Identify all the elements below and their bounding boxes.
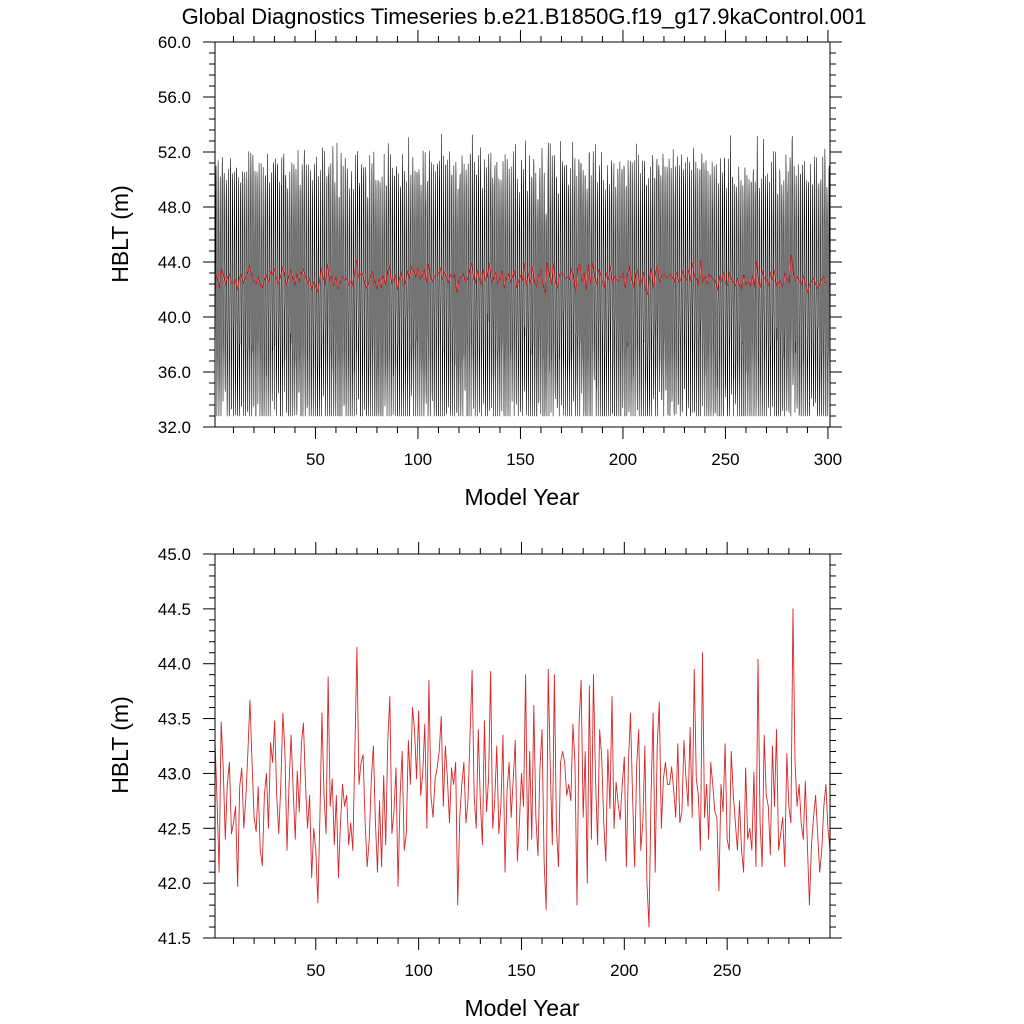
top-y-axis-label: HBLT (m)	[107, 185, 133, 283]
bottom-xtick-label: 200	[610, 961, 638, 980]
top-xtick-label: 200	[609, 450, 637, 469]
bottom-frame	[214, 553, 831, 939]
figure-title: Global Diagnostics Timeseries b.e21.B185…	[182, 4, 867, 29]
bottom-ytick-label: 43.0	[158, 764, 191, 783]
bottom-plot-area	[214, 608, 831, 928]
bottom-y-axis-label: HBLT (m)	[107, 696, 133, 794]
top-axes: 32.0 36.0 40.0 44.0 48.0 52.0 56.0 60.0 50 100 150…	[158, 30, 842, 469]
bottom-ytick-label: 42.0	[158, 874, 191, 893]
top-ytick-label: 36.0	[158, 363, 191, 382]
top-annual-mean-series-line	[214, 255, 829, 296]
top-ytick-label: 48.0	[158, 198, 191, 217]
top-ytick-label: 56.0	[158, 88, 191, 107]
top-ytick-label: 40.0	[158, 308, 191, 327]
bottom-xtick-label: 100	[404, 961, 432, 980]
bottom-ytick-label: 43.5	[158, 710, 191, 729]
top-ytick-label: 44.0	[158, 253, 191, 272]
top-xtick-label: 150	[506, 450, 534, 469]
bottom-xtick-label: 150	[507, 961, 535, 980]
top-x-axis-label: Model Year	[464, 484, 579, 510]
bottom-x-axis-label: Model Year	[464, 995, 579, 1021]
bottom-xtick-label: 250	[713, 961, 741, 980]
top-ytick-label: 32.0	[158, 418, 191, 437]
top-ytick-label: 60.0	[158, 33, 191, 52]
bottom-ytick-label: 44.5	[158, 600, 191, 619]
bottom-ytick-label: 42.5	[158, 819, 191, 838]
bottom-ytick-label: 45.0	[158, 545, 191, 564]
bottom-xtick-label: 50	[306, 961, 325, 980]
top-xtick-label: 50	[306, 450, 325, 469]
top-xtick-label: 100	[404, 450, 432, 469]
top-xtick-label: 250	[711, 450, 739, 469]
bottom-panel: 41.5 42.0 42.5 43.0 43.5 44.0 44.5 45.0 50 100 150…	[107, 542, 842, 1021]
top-plot-area	[214, 133, 831, 417]
top-frame	[214, 41, 831, 428]
bottom-ytick-label: 44.0	[158, 655, 191, 674]
bottom-ytick-label: 41.5	[158, 929, 191, 948]
top-ytick-label: 52.0	[158, 143, 191, 162]
top-monthly-series-line	[214, 133, 831, 417]
top-xtick-label: 300	[814, 450, 842, 469]
top-panel: 32.0 36.0 40.0 44.0 48.0 52.0 56.0 60.0 50 100 150…	[107, 30, 842, 510]
bottom-axes: 41.5 42.0 42.5 43.0 43.5 44.0 44.5 45.0 50 100 150…	[158, 542, 842, 980]
bottom-annual-mean-series-line	[214, 608, 831, 928]
